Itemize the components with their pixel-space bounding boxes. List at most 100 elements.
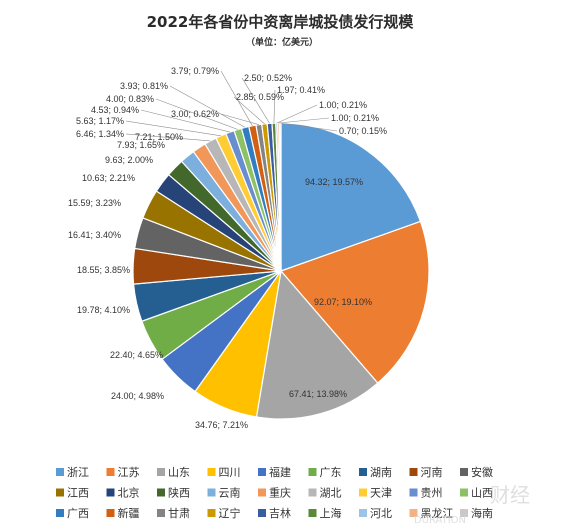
legend-label-8: 安徽: [471, 465, 493, 479]
legend-label-20: 甘肃: [168, 507, 190, 520]
legend-label-15: 天津: [370, 487, 392, 500]
legend-label-4: 福建: [269, 465, 291, 479]
legend-label-10: 北京: [118, 486, 140, 500]
watermark-cn: 财经: [490, 483, 530, 507]
data-label-24: 1.00; 0.21%: [319, 100, 367, 110]
legend-swatch-0: [56, 468, 64, 476]
legend-swatch-6: [359, 468, 367, 476]
legend-label-14: 湖北: [320, 487, 342, 500]
data-label-7: 18.55; 3.85%: [77, 265, 130, 275]
pie-slice-2: [255, 269, 379, 420]
data-label-17: 4.00; 0.83%: [106, 94, 154, 104]
data-label-22: 2.50; 0.52%: [244, 73, 292, 83]
watermark-en: DURATION: [414, 515, 466, 526]
data-label-4: 24.00; 4.98%: [111, 391, 164, 401]
legend-swatch-7: [409, 468, 418, 476]
legend-swatch-1: [106, 468, 115, 476]
legend-swatch-14: [308, 488, 317, 497]
legend-swatch-5: [308, 468, 317, 476]
leader-line-19: [220, 70, 253, 126]
legend-swatch-22: [258, 509, 266, 517]
leader-line-17: [155, 98, 238, 130]
legend-swatch-12: [207, 488, 216, 497]
data-label-26: 0.70; 0.15%: [339, 126, 387, 136]
leader-lines: [125, 70, 338, 142]
legend-swatch-26: [460, 509, 468, 517]
leader-line-15: [125, 120, 221, 137]
legend-swatch-23: [308, 509, 317, 517]
watermark: 财经 DURATION: [414, 483, 530, 526]
data-label-8: 16.41; 3.40%: [68, 230, 121, 240]
legend-label-3: 四川: [219, 466, 241, 479]
data-label-21: 2.85; 0.59%: [236, 92, 284, 102]
leader-line-18: [169, 85, 246, 128]
legend-label-0: 浙江: [67, 466, 89, 479]
legend-label-17: 山西: [471, 487, 493, 500]
legend-swatch-11: [157, 488, 165, 497]
legend-label-23: 上海: [320, 506, 342, 520]
legend-label-13: 重庆: [269, 486, 291, 500]
data-label-13: 7.21; 1.50%: [135, 132, 183, 142]
pie-slice-1: [279, 220, 430, 384]
data-label-25: 1.00; 0.21%: [331, 113, 379, 123]
legend-swatch-13: [258, 488, 266, 497]
data-label-1: 92.07; 19.10%: [314, 297, 372, 307]
data-label-20: 3.00; 0.62%: [171, 109, 219, 119]
data-label-16: 4.53; 0.94%: [91, 105, 139, 115]
data-labels: 94.32; 19.57% 92.07; 19.10% 67.41; 13.98% 3…: [68, 66, 387, 430]
legend-label-21: 辽宁: [219, 506, 241, 520]
legend-swatch-8: [460, 468, 468, 476]
leader-line-25: [278, 117, 330, 124]
legend-label-26: 海南: [471, 506, 493, 520]
legend-swatch-25: [409, 509, 418, 517]
data-label-2: 67.41; 13.98%: [289, 389, 347, 399]
legend-label-6: 湖南: [370, 466, 392, 479]
data-label-18: 3.93; 0.81%: [120, 81, 168, 91]
pie-slices: [132, 122, 430, 420]
leader-line-26: [280, 122, 338, 132]
legend-swatch-15: [359, 488, 367, 497]
leader-line-20: [220, 113, 259, 125]
legend-swatch-24: [359, 509, 367, 517]
legend-swatch-3: [207, 468, 216, 476]
data-label-15: 5.63; 1.17%: [76, 116, 124, 126]
legend-swatch-17: [460, 488, 468, 497]
leader-line-23: [273, 89, 276, 124]
chart-title: 2022年各省份中资离岸城投债发行规模: [147, 13, 415, 31]
legend-label-7: 河南: [421, 466, 443, 479]
legend-swatch-9: [56, 488, 64, 497]
legend-swatch-4: [258, 468, 266, 476]
leader-line-14: [125, 133, 211, 142]
legend-swatch-18: [56, 509, 64, 517]
data-label-6: 19.78; 4.10%: [77, 305, 130, 315]
legend-swatch-20: [157, 509, 165, 517]
chart-subtitle: （单位：亿美元）: [246, 36, 318, 48]
legend-label-18: 广西: [67, 507, 89, 520]
legend-label-22: 吉林: [269, 506, 291, 520]
data-label-10: 10.63; 2.21%: [82, 173, 135, 183]
legend-label-19: 新疆: [118, 506, 140, 520]
data-label-23: 1.97; 0.41%: [277, 85, 325, 95]
pie-slice-0: [280, 122, 422, 272]
data-label-12: 7.93; 1.65%: [117, 140, 165, 150]
legend-label-1: 江苏: [118, 466, 140, 479]
data-label-0: 94.32; 19.57%: [305, 177, 363, 187]
legend-swatch-2: [157, 468, 165, 476]
leader-line-16: [140, 109, 231, 133]
legend-label-16: 贵州: [421, 487, 443, 500]
legend-swatch-19: [106, 509, 115, 517]
data-label-14: 6.46; 1.34%: [76, 129, 124, 139]
legend-label-25: 黑龙江: [421, 507, 454, 520]
legend-swatch-21: [207, 509, 216, 517]
legend-swatch-16: [409, 488, 418, 497]
legend-label-12: 云南: [219, 487, 241, 500]
legend-label-9: 江西: [67, 487, 89, 500]
legend-label-5: 广东: [320, 466, 342, 479]
legend-label-24: 河北: [370, 507, 392, 520]
leader-line-21: [233, 96, 265, 125]
data-label-19: 3.79; 0.79%: [171, 66, 219, 76]
legend-label-11: 陕西: [168, 486, 190, 500]
data-label-5: 22.40; 4.65%: [110, 350, 163, 360]
